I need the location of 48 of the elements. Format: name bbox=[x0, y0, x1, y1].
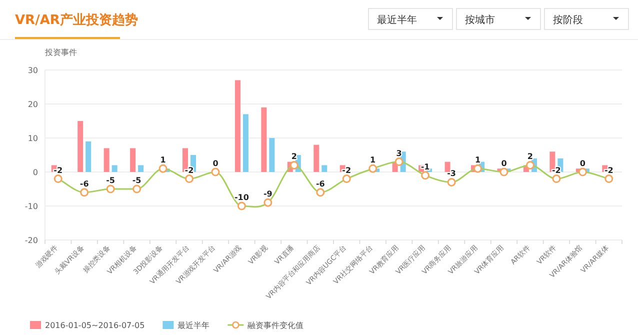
bar bbox=[78, 121, 84, 172]
data-label: 1 bbox=[474, 156, 481, 165]
data-label: -6 bbox=[316, 179, 326, 188]
y-tick-label: 10 bbox=[28, 134, 38, 143]
data-label: 0 bbox=[212, 159, 219, 168]
bar bbox=[261, 107, 267, 172]
bar bbox=[130, 148, 136, 172]
bar bbox=[104, 148, 110, 172]
y-tick-label: -20 bbox=[24, 236, 38, 245]
legend-label: 2016-01-05~2016-07-05 bbox=[45, 321, 145, 330]
text: 按城市 bbox=[465, 14, 495, 26]
y-tick-label: -10 bbox=[24, 202, 38, 211]
data-label: -2 bbox=[342, 166, 352, 175]
data-label: -6 bbox=[80, 179, 90, 188]
y-tick-label: 20 bbox=[28, 100, 38, 109]
data-label: 1 bbox=[370, 156, 376, 165]
text: 按阶段 bbox=[553, 14, 583, 26]
bar bbox=[322, 165, 328, 172]
legend-label: 最近半年 bbox=[178, 321, 210, 330]
data-label: -5 bbox=[132, 176, 142, 185]
bar bbox=[86, 141, 92, 172]
data-label: 1 bbox=[160, 156, 166, 165]
data-label: -3 bbox=[447, 169, 456, 178]
legend-label: 融资事件变化值 bbox=[248, 321, 304, 330]
data-label: 0 bbox=[501, 159, 508, 168]
bar bbox=[112, 165, 118, 172]
data-label: -1 bbox=[420, 162, 430, 172]
data-label: -10 bbox=[234, 193, 250, 202]
data-label: 3 bbox=[396, 148, 402, 158]
text: 最近半年 bbox=[377, 14, 417, 26]
bar bbox=[444, 162, 450, 172]
bar bbox=[234, 80, 240, 172]
data-label: -2 bbox=[552, 166, 561, 175]
y-tick-label: 30 bbox=[28, 66, 38, 75]
y-tick-label: 0 bbox=[32, 168, 38, 177]
bar bbox=[269, 138, 275, 172]
data-label: 0 bbox=[580, 159, 586, 168]
bar bbox=[314, 144, 320, 172]
data-label: -2 bbox=[54, 166, 63, 175]
bar bbox=[138, 165, 144, 172]
data-label: -2 bbox=[184, 166, 194, 175]
bar bbox=[242, 114, 248, 172]
data-label: 2 bbox=[527, 152, 533, 162]
chart-title: VR/AR产业投资趋势 bbox=[15, 12, 138, 28]
data-label: -5 bbox=[106, 176, 116, 185]
data-label: -9 bbox=[263, 190, 273, 199]
y-axis-title: 投资事件 bbox=[44, 48, 77, 57]
data-label: -2 bbox=[604, 166, 614, 175]
